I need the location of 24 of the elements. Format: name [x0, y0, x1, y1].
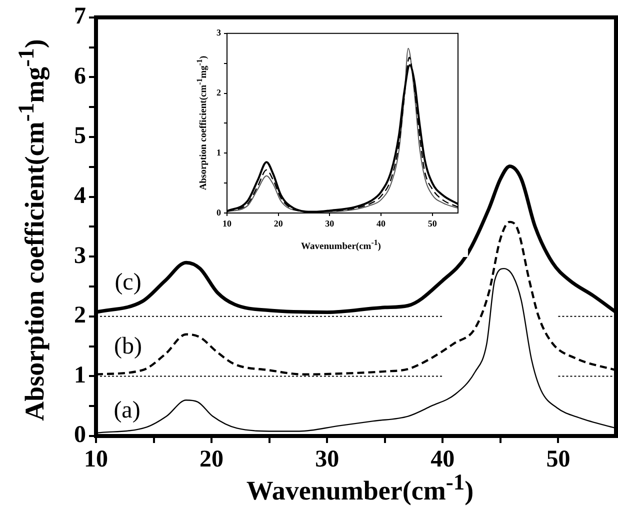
x-tick-label: 40 — [376, 218, 386, 229]
y-tick-label: 2 — [216, 88, 222, 98]
annotation: (c) — [114, 269, 142, 296]
y-tick-label: 1 — [216, 147, 222, 158]
y-tick-label: 6 — [74, 63, 86, 90]
y-tick-label: 1 — [74, 362, 86, 388]
x-tick-label: 10 — [222, 218, 232, 229]
x-tick-label: 30 — [325, 218, 335, 229]
x-tick-label: 50 — [428, 218, 438, 229]
y-tick-label: 4 — [74, 183, 86, 210]
x-axis-title: Wavenumber(cm$^{-1}$) — [301, 238, 381, 252]
y-tick-label: 0 — [216, 207, 222, 218]
y-tick-label: 3 — [74, 242, 86, 269]
y-tick-label: 2 — [74, 302, 86, 329]
y-tick-label: 3 — [216, 28, 222, 38]
x-tick-label: 20 — [200, 446, 224, 473]
y-tick-label: 5 — [74, 123, 86, 150]
x-tick-label: 50 — [546, 446, 570, 473]
y-tick-label: 0 — [74, 422, 86, 448]
y-tick-label: 7 — [74, 4, 86, 30]
annotation: (b) — [114, 333, 142, 360]
x-tick-label: 10 — [84, 446, 108, 473]
annotation: (a) — [114, 397, 140, 424]
x-tick-label: 20 — [274, 218, 284, 229]
